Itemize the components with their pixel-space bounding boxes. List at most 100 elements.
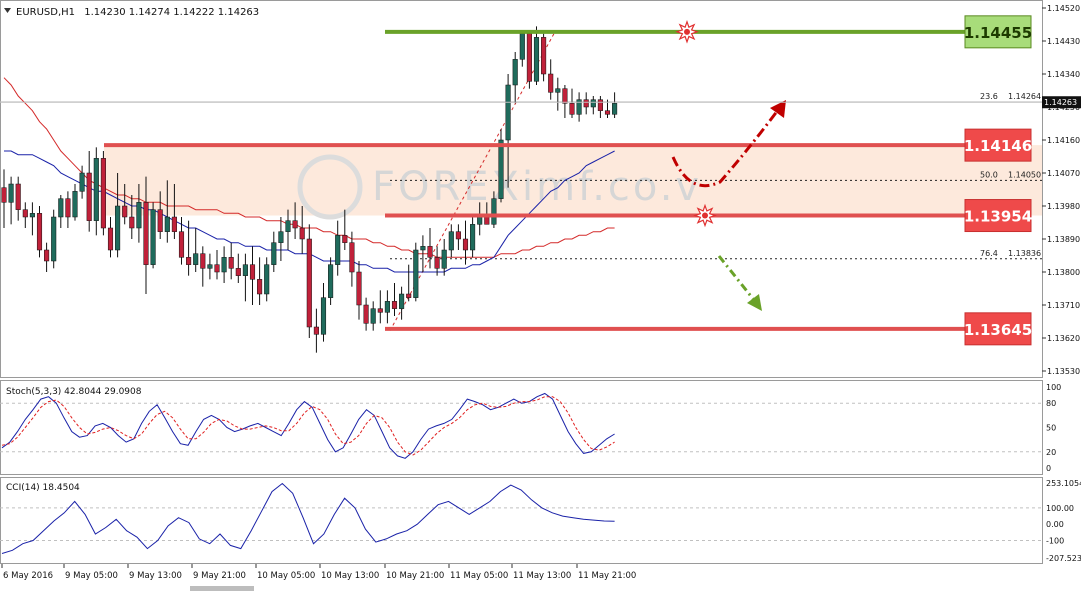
candle-body <box>143 202 149 265</box>
candle-body <box>29 213 35 218</box>
candle-body <box>363 304 369 324</box>
candle-body <box>342 235 348 243</box>
stoch-label: Stoch(5,3,3) 42.8044 29.0908 <box>6 387 142 397</box>
stoch-tick-label: 80 <box>1046 399 1056 408</box>
candle-body <box>86 172 92 221</box>
stoch-tick-label: 50 <box>1046 424 1056 433</box>
fib-ratio-label: 23.6 <box>980 92 998 101</box>
stoch-signal-line <box>1 396 615 456</box>
candle-body <box>122 205 128 218</box>
bullish-arrow-path <box>671 109 780 188</box>
watermark-text: FOREXimf.co.v <box>372 164 702 210</box>
candle-body <box>100 158 106 229</box>
cci-tick-label: -100 <box>1046 536 1064 545</box>
cci-label: CCI(14) 18.4504 <box>6 483 80 493</box>
levels-layer[interactable]: 1.14455 1.14146 1.13954 1.13645 <box>104 15 1032 346</box>
candle-body <box>427 246 433 258</box>
candle-body <box>477 216 483 225</box>
candle-body <box>228 257 234 269</box>
candles-layer[interactable] <box>1 26 618 353</box>
candle-body <box>356 271 362 306</box>
candle-body <box>505 84 511 141</box>
price-tick-label: 1.14070 <box>1047 169 1080 178</box>
candle-body <box>178 231 185 258</box>
arrows-layer <box>671 100 786 311</box>
chart-symbol: EURUSD,H1 <box>16 7 75 18</box>
candle-body <box>541 37 547 75</box>
candle-body <box>193 253 199 265</box>
price-tick-label: 1.14340 <box>1047 70 1080 79</box>
stoch-main-line <box>1 392 615 459</box>
candle-body <box>491 198 497 225</box>
candle-body <box>420 246 426 251</box>
time-tick-label: 10 May 05:00 <box>257 571 315 581</box>
candle-body <box>612 103 618 115</box>
price-tick-label: 1.13890 <box>1047 235 1080 244</box>
time-tick-label: 9 May 13:00 <box>129 571 182 581</box>
candle-body <box>462 238 469 251</box>
candle-body <box>384 301 390 313</box>
candle-body <box>93 158 99 221</box>
price-axis: 1.145201.144301.143401.142501.141601.140… <box>0 4 1081 376</box>
candle-body <box>150 209 156 265</box>
time-tick-label: 10 May 13:00 <box>321 571 379 581</box>
candle-body <box>214 264 220 273</box>
candle-body <box>72 191 78 218</box>
candle-body <box>399 293 405 309</box>
candle-body <box>320 297 327 335</box>
current-price-label: 1.14263 <box>1044 98 1077 107</box>
cci-layer: 253.1054 100.00 0.00 -100 -207.523 <box>0 479 1081 563</box>
level-label-text: 1.14146 <box>964 137 1032 155</box>
candle-body <box>533 37 540 82</box>
candle-body <box>434 257 440 269</box>
candle-body <box>512 59 518 86</box>
candle-body <box>299 227 305 240</box>
candle-body <box>249 264 256 280</box>
level-label-box <box>964 312 1032 346</box>
price-tick-label: 1.13620 <box>1047 334 1080 343</box>
price-tick-label: 1.14520 <box>1047 4 1080 13</box>
price-tick-label: 1.14160 <box>1047 136 1080 145</box>
candle-body <box>264 264 270 295</box>
fib-value-label: 1.13836 <box>1008 249 1041 258</box>
candle-body <box>391 301 398 309</box>
price-tick-label: 1.13800 <box>1047 268 1080 277</box>
candle-body <box>548 73 554 93</box>
candle-body <box>313 326 319 335</box>
cci-tick-label: 100.00 <box>1046 504 1074 513</box>
candle-body <box>207 264 213 269</box>
level-label-box <box>964 128 1032 162</box>
candle-body <box>257 279 263 295</box>
cci-tick-label: -207.523 <box>1046 554 1081 563</box>
dropdown-triangle-icon[interactable] <box>4 8 11 13</box>
price-tick-label: 1.14430 <box>1047 37 1080 46</box>
time-tick-label: 11 May 13:00 <box>513 571 571 581</box>
time-tick-label: 11 May 21:00 <box>578 571 636 581</box>
candle-body <box>129 216 135 229</box>
level-label-text: 1.13954 <box>964 208 1032 226</box>
time-tick-label: 9 May 21:00 <box>193 571 246 581</box>
candle-body <box>22 209 28 218</box>
candle-body <box>370 308 376 324</box>
level-label-box <box>964 199 1032 233</box>
cci-tick-label: 0.00 <box>1046 520 1064 529</box>
stoch-tick-label: 20 <box>1046 448 1056 457</box>
fib-value-label: 1.14264 <box>1008 92 1041 101</box>
time-tick-label: 6 May 2016 <box>3 571 53 581</box>
candle-body <box>576 99 582 115</box>
candle-body <box>292 220 298 229</box>
candle-body <box>519 33 525 60</box>
candle-body <box>590 99 596 108</box>
price-tick-label: 1.13710 <box>1047 301 1080 310</box>
candle-body <box>526 33 532 82</box>
candle-body <box>413 249 419 298</box>
candle-body <box>107 227 114 251</box>
stoch-layer: 100 80 50 20 0 <box>0 383 1061 473</box>
candle-body <box>349 242 355 273</box>
price-tick-label: 1.13980 <box>1047 202 1080 211</box>
candle-body <box>484 216 490 225</box>
watermark-logo-icon <box>297 154 363 220</box>
candle-body <box>377 308 383 313</box>
